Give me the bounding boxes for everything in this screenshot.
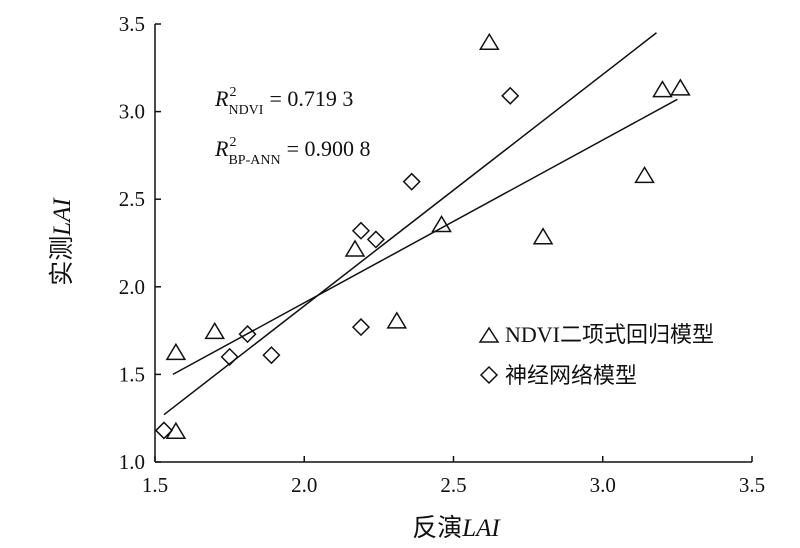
- triangle-point: [670, 78, 691, 96]
- data-points: [154, 32, 691, 440]
- diamond-point: [501, 86, 520, 105]
- x-tick-label: 2.0: [291, 473, 317, 497]
- fit-line-ndvi: [172, 98, 678, 376]
- y-tick-label: 2.5: [119, 187, 145, 211]
- diamond-point: [351, 221, 371, 240]
- diamond-point: [366, 230, 385, 249]
- y-axis-title: 实测LAI: [48, 197, 76, 286]
- triangle-point: [532, 227, 554, 245]
- triangle-point: [478, 32, 500, 51]
- fit-line-bpann: [163, 32, 657, 416]
- diamond-point: [220, 347, 239, 366]
- r2-bpann-annotation: R2 BP-ANN = 0.900 8: [214, 135, 371, 168]
- triangle-point: [165, 421, 187, 439]
- triangle-point: [431, 215, 452, 233]
- triangle-point: [386, 311, 408, 329]
- diamond-point: [402, 172, 421, 191]
- legend-item-ndvi: NDVI二项式回归模型: [478, 322, 714, 347]
- axes: [154, 23, 753, 463]
- legend-triangle-marker: [478, 326, 500, 343]
- triangle-point: [652, 80, 673, 98]
- r2-ndvi-annotation: R2 NDVI = 0.719 3: [214, 85, 353, 118]
- x-tick-label: 3.0: [590, 473, 616, 497]
- fit-lines: [163, 32, 678, 416]
- x-tick-label: 2.5: [440, 473, 466, 497]
- diamond-point: [154, 421, 174, 440]
- y-tick-label: 1.0: [119, 450, 145, 474]
- tick-labels: 1.5 2.0 2.5 3.0 3.51.01.52.02.53.03.5: [119, 12, 765, 497]
- x-tick-label: 1.5: [142, 473, 168, 497]
- legend: NDVI二项式回归模型 神经网络模型: [478, 322, 714, 388]
- y-tick-label: 1.5: [119, 362, 145, 386]
- triangle-point: [634, 165, 655, 184]
- diamond-point: [238, 325, 257, 344]
- legend-label-ndvi: NDVI二项式回归模型: [505, 322, 714, 347]
- legend-diamond-marker: [479, 365, 499, 385]
- legend-label-bpann: 神经网络模型: [505, 363, 637, 388]
- r-squared-annotations: R2 NDVI = 0.719 3 R2 BP-ANN = 0.900 8: [214, 85, 371, 168]
- x-tick-label: 3.5: [739, 473, 765, 497]
- y-tick-label: 3.5: [119, 12, 145, 36]
- triangle-point: [204, 321, 226, 340]
- y-tick-label: 2.0: [119, 275, 145, 299]
- y-tick-label: 3.0: [119, 100, 145, 124]
- triangle-point: [344, 239, 366, 257]
- legend-item-bpann: 神经网络模型: [479, 363, 637, 388]
- x-axis-title: 反演LAI: [412, 514, 501, 542]
- diamond-point: [351, 318, 371, 337]
- triangle-point: [165, 342, 187, 361]
- diamond-point: [262, 346, 281, 365]
